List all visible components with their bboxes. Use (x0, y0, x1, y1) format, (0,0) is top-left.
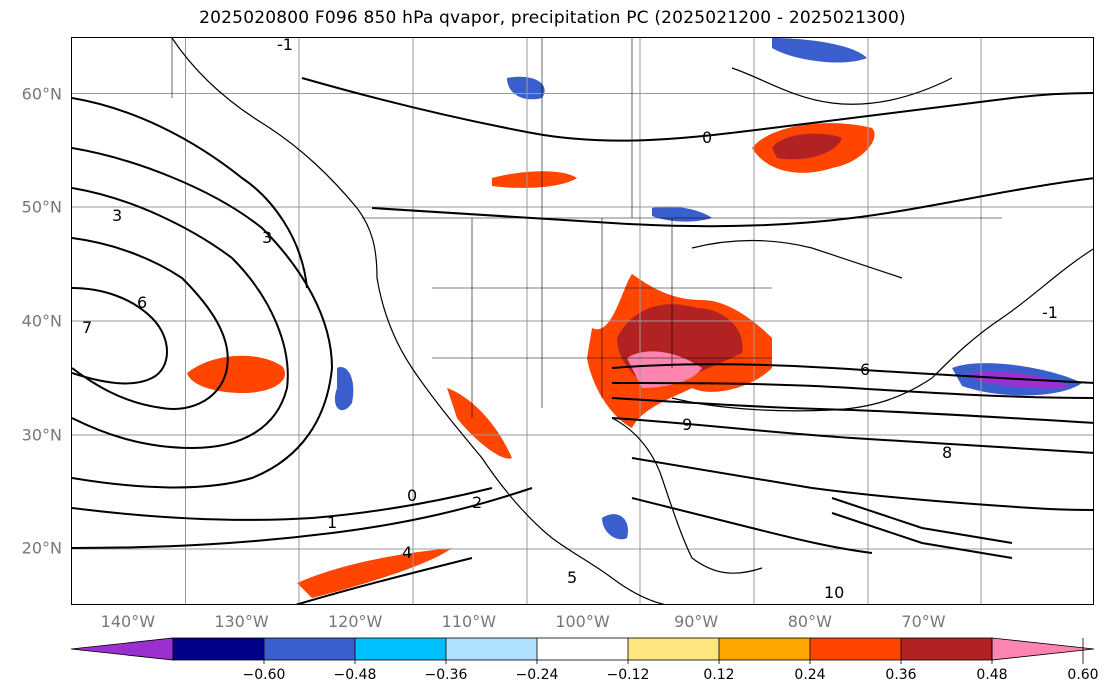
longitude-label: 120°W (327, 612, 383, 631)
colorbar-tick-label: 0.60 (1067, 667, 1099, 683)
longitude-label: 70°W (901, 612, 946, 631)
contour-label: 10 (824, 583, 844, 602)
graticule (72, 38, 1093, 604)
map-canvas: 0 0 1 2 3 3 4 5 6 6 7 8 9 10 -1 -1 (72, 38, 1093, 604)
contour-label: -1 (277, 38, 293, 54)
colorbar-tick-label: −0.36 (424, 667, 468, 683)
colorbar-extend-low (70, 637, 174, 661)
contour-label: 1 (327, 513, 337, 532)
colorbar-bin (446, 638, 537, 660)
contour-label: 5 (567, 568, 577, 587)
colorbar-bin (901, 638, 992, 660)
colorbar-bin (264, 638, 355, 660)
contour-label: 0 (407, 486, 417, 505)
contour-labels: 0 0 1 2 3 3 4 5 6 6 7 8 9 10 -1 -1 (82, 38, 1058, 602)
latitude-label: 60°N (21, 84, 62, 104)
contour-label: 6 (860, 360, 870, 379)
map-panel: 0 0 1 2 3 3 4 5 6 6 7 8 9 10 -1 -1 (71, 37, 1094, 605)
contour-label: -1 (1042, 303, 1058, 322)
colorbar-bin (355, 638, 446, 660)
qvapor-contours (72, 77, 1093, 604)
colorbar-bin (537, 638, 628, 660)
contour-label: 4 (402, 543, 412, 562)
positive-anomaly-ontario-core (772, 133, 842, 160)
negative-anomaly-pacific-coast (334, 367, 354, 411)
contour-label: 7 (82, 318, 92, 337)
longitude-label: 90°W (674, 612, 719, 631)
negative-anomaly-north (772, 38, 867, 63)
longitude-label: 110°W (441, 612, 497, 631)
colorbar-tick-label: 0.12 (703, 667, 735, 683)
latitude-label: 20°N (21, 538, 62, 558)
longitude-label: 100°W (555, 612, 610, 631)
contour-label: 6 (137, 293, 147, 312)
plot-title: 2025020800 F096 850 hPa qvapor, precipit… (199, 8, 906, 28)
contour-label: 8 (942, 443, 952, 462)
colorbar-bin (810, 638, 901, 660)
contour-label: 2 (472, 493, 482, 512)
contour-label: 0 (702, 128, 712, 147)
negative-anomaly-hudson (507, 76, 545, 100)
colorbar-extend-high (991, 637, 1095, 661)
political-borders (171, 38, 1002, 418)
precip-shading (187, 38, 1082, 598)
colorbar-tick-label: 0.24 (794, 667, 826, 683)
contour-label: 9 (682, 415, 692, 434)
colorbar-tick-label: 0.36 (885, 667, 917, 683)
colorbar-tick-label: −0.24 (515, 667, 559, 683)
contour-label: 3 (262, 228, 272, 247)
colorbar (70, 637, 1095, 664)
colorbar-tick-label: 0.48 (976, 667, 1008, 683)
positive-anomaly-baja-jet (297, 548, 452, 598)
coastlines (171, 38, 1093, 604)
contour-label: 3 (112, 206, 122, 225)
latitude-label: 40°N (21, 311, 62, 331)
positive-anomaly-baja (447, 388, 512, 459)
negative-anomaly-greatlakes (652, 206, 712, 222)
positive-anomaly-alberta (492, 171, 577, 188)
colorbar-tick-label: −0.12 (606, 667, 650, 683)
negative-anomaly-mexico (602, 514, 628, 540)
positive-anomaly-pacific (187, 355, 286, 393)
longitude-label: 130°W (214, 612, 269, 631)
colorbar-bin (628, 638, 719, 660)
colorbar-bin (173, 638, 264, 660)
colorbar-bin (719, 638, 810, 660)
longitude-label: 140°W (100, 612, 156, 631)
colorbar-tick-label: −0.48 (333, 667, 377, 683)
positive-anomaly-plains (587, 274, 772, 428)
latitude-label: 30°N (21, 425, 62, 445)
longitude-label: 80°W (787, 612, 832, 631)
colorbar-tick-label: −0.60 (242, 667, 286, 683)
latitude-label: 50°N (21, 197, 62, 217)
